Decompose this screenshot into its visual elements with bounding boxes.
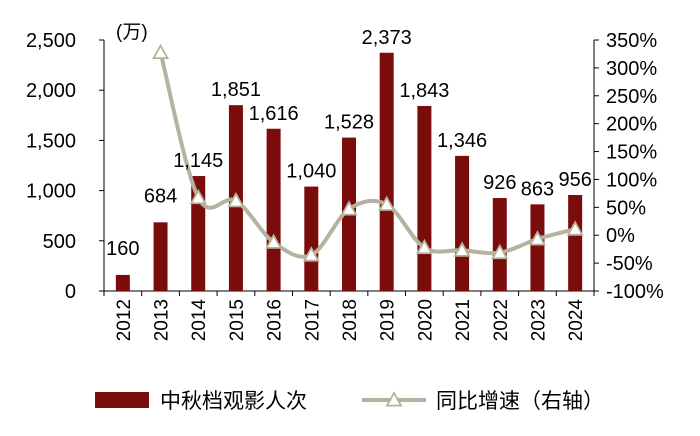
bar-value-label: 1,843 xyxy=(399,80,449,102)
bar-value-label: 863 xyxy=(521,178,554,200)
growth-marker-triangle xyxy=(378,195,396,211)
x-tick-label: 2012 xyxy=(114,299,135,341)
bar-value-label: 1,851 xyxy=(211,79,261,101)
bar-value-label: 684 xyxy=(144,185,177,207)
axes-layer: 0 500 1,000 1,500 2,000 2,500 (万) -100% -50% 0% 50… xyxy=(26,22,664,341)
right-tick-label: -100% xyxy=(606,281,664,303)
bar xyxy=(115,274,130,291)
bar-value-label: 1,528 xyxy=(324,112,374,134)
x-tick-label: 2021 xyxy=(453,299,474,341)
x-tick-label: 2022 xyxy=(491,299,512,341)
left-tick-label: 1,500 xyxy=(26,130,76,152)
x-tick-label: 2017 xyxy=(302,299,323,341)
right-tick-label: 150% xyxy=(606,142,657,164)
x-tick-label: 2013 xyxy=(152,299,173,341)
x-tick-label: 2024 xyxy=(566,299,587,342)
bar-value-label: 160 xyxy=(106,238,139,260)
growth-marker-triangle xyxy=(189,188,207,205)
x-tick-label: 2023 xyxy=(528,299,549,341)
bar xyxy=(153,222,168,291)
left-tick-label: 2,000 xyxy=(26,80,76,102)
right-tick-label: 50% xyxy=(606,197,646,219)
left-tick-label: 0 xyxy=(65,281,76,303)
bar-value-label: 926 xyxy=(483,172,516,194)
bar-value-label: 2,373 xyxy=(362,27,412,49)
x-tick-label: 2016 xyxy=(265,299,286,341)
x-tick-label: 2018 xyxy=(340,299,361,341)
growth-marker-triangle xyxy=(340,200,358,216)
growth-marker-triangle xyxy=(566,220,584,236)
growth-marker-triangle xyxy=(528,230,546,246)
bar xyxy=(530,204,545,291)
bar-value-label: 1,040 xyxy=(286,161,336,183)
left-tick-label: 500 xyxy=(43,231,76,253)
right-tick-label: 100% xyxy=(606,169,657,191)
bar xyxy=(304,186,319,291)
bar-value-label: 956 xyxy=(558,169,591,191)
legend: 中秋档观影人次 同比增速（右轴） xyxy=(95,390,604,413)
right-tick-label: 0% xyxy=(606,225,635,247)
left-tick-label: 1,000 xyxy=(26,181,76,203)
right-tick-label: 350% xyxy=(606,30,657,52)
right-tick-label: 300% xyxy=(606,58,657,80)
growth-marker-triangle xyxy=(152,43,170,60)
right-tick-label: 250% xyxy=(606,86,657,108)
left-tick-label: 2,500 xyxy=(26,30,76,52)
growth-marker-triangle xyxy=(265,233,283,249)
line-layer xyxy=(152,43,584,262)
right-tick-label: 200% xyxy=(606,114,657,136)
legend-bar-swatch xyxy=(95,392,149,408)
growth-marker-triangle xyxy=(453,241,471,257)
legend-line-label: 同比增速（右轴） xyxy=(436,390,604,413)
x-tick-label: 2015 xyxy=(227,299,248,341)
bar xyxy=(417,105,432,291)
bar xyxy=(568,195,583,291)
bar-value-label: 1,145 xyxy=(173,150,223,172)
x-tick-label: 2014 xyxy=(189,299,210,342)
bar-value-label: 1,346 xyxy=(437,130,487,152)
legend-line-marker xyxy=(385,391,403,407)
bar xyxy=(266,128,281,291)
growth-marker-triangle xyxy=(227,191,245,208)
x-tick-label: 2020 xyxy=(415,299,436,341)
left-axis-unit: (万) xyxy=(116,22,148,43)
right-tick-label: -50% xyxy=(606,253,653,275)
growth-marker-triangle xyxy=(302,246,320,262)
growth-marker-triangle xyxy=(415,238,433,255)
legend-bar-label: 中秋档观影人次 xyxy=(160,390,307,413)
bar-value-label: 1,616 xyxy=(249,103,299,125)
growth-marker-triangle xyxy=(491,243,509,260)
bar xyxy=(455,155,470,291)
x-tick-label: 2019 xyxy=(378,299,399,341)
bar xyxy=(379,52,394,292)
